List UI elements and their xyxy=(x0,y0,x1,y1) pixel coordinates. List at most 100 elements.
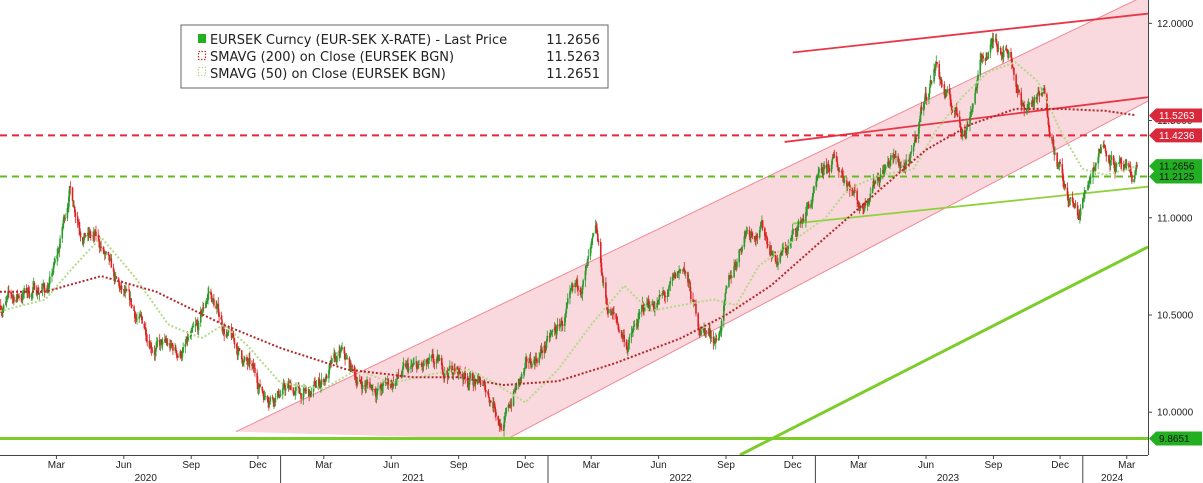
candle xyxy=(939,72,941,87)
candle xyxy=(1074,200,1077,209)
candle-body xyxy=(928,87,931,94)
candle-body xyxy=(969,112,972,117)
candle-body xyxy=(683,268,686,272)
candle xyxy=(1081,197,1084,210)
candle-body xyxy=(315,386,318,388)
candle-body xyxy=(556,324,559,329)
candle xyxy=(873,182,876,189)
candle xyxy=(1038,90,1041,103)
candle-body xyxy=(965,129,968,138)
candle-body xyxy=(97,235,99,237)
candle-body xyxy=(113,271,116,280)
candle-body xyxy=(237,350,239,356)
candle-body xyxy=(79,232,82,238)
candle-body xyxy=(1022,103,1025,105)
candle-body xyxy=(16,294,19,297)
candle-body xyxy=(503,416,506,423)
candle xyxy=(596,223,598,235)
candle-body xyxy=(659,294,661,296)
candle xyxy=(407,357,409,375)
candle xyxy=(589,246,592,261)
candle-body xyxy=(402,366,404,371)
candle xyxy=(156,337,159,348)
candle xyxy=(38,292,41,300)
candle-body xyxy=(200,310,203,314)
candle xyxy=(792,228,795,234)
candle-body xyxy=(717,337,720,340)
candle-body xyxy=(512,391,515,406)
candle-body xyxy=(211,299,214,303)
candle-body xyxy=(871,188,874,194)
candle xyxy=(1090,172,1092,185)
candle-body xyxy=(597,233,599,242)
candle-body xyxy=(154,351,157,355)
candle-body xyxy=(235,344,238,349)
candle-body xyxy=(709,328,711,334)
candle-body xyxy=(1057,166,1059,168)
candle-body xyxy=(325,375,327,382)
candle xyxy=(1020,87,1023,112)
candle-body xyxy=(853,190,856,194)
candle-body xyxy=(1069,197,1072,200)
candle-body xyxy=(561,320,563,325)
candle xyxy=(233,337,236,349)
candle-body xyxy=(355,376,357,383)
candle xyxy=(543,341,546,359)
candle-body xyxy=(141,316,143,324)
candle-body xyxy=(146,340,149,342)
candle-body xyxy=(1038,93,1041,96)
candle xyxy=(695,299,697,317)
candle-body xyxy=(879,174,882,180)
candle xyxy=(523,367,526,377)
candle xyxy=(1018,88,1020,96)
candle xyxy=(628,333,631,350)
candle-body xyxy=(63,216,66,220)
candle-body xyxy=(555,328,558,335)
candle xyxy=(710,330,713,342)
candle-body xyxy=(372,388,374,391)
candle-body xyxy=(550,331,553,334)
candle xyxy=(883,164,886,177)
candle-body xyxy=(1015,74,1017,87)
candle-body xyxy=(898,162,900,166)
candle-body xyxy=(407,368,410,370)
candle-body xyxy=(536,359,538,363)
candle-body xyxy=(246,357,248,361)
candle-body xyxy=(428,358,431,360)
candle xyxy=(658,289,661,305)
candle xyxy=(413,357,415,365)
candle-body xyxy=(772,251,774,257)
candle xyxy=(416,368,419,370)
candle-body xyxy=(1064,183,1067,188)
candle-body xyxy=(1018,90,1020,93)
candle xyxy=(823,161,825,176)
candle-body xyxy=(964,130,966,135)
candle-body xyxy=(1054,152,1056,155)
candle xyxy=(353,364,356,381)
candle-body xyxy=(487,393,490,398)
candle-body xyxy=(888,164,891,166)
candle-body xyxy=(600,262,603,273)
candle-body xyxy=(1130,171,1132,175)
candle-body xyxy=(61,227,64,239)
candle-body xyxy=(31,292,34,295)
candle xyxy=(678,265,680,280)
candle-body xyxy=(25,288,28,291)
candle-body xyxy=(68,196,70,208)
candle xyxy=(202,303,205,311)
candle-body xyxy=(1,312,3,314)
candle-body xyxy=(517,379,520,386)
candle-body xyxy=(792,228,795,231)
candle xyxy=(1092,161,1095,173)
candle-body xyxy=(779,254,782,263)
candle-body xyxy=(262,391,264,394)
candle-body xyxy=(917,127,920,139)
trend-channel xyxy=(235,0,1148,440)
candle xyxy=(249,351,251,371)
candle-body xyxy=(826,167,828,169)
candle xyxy=(846,177,848,193)
candle-body xyxy=(971,108,973,111)
candle-body xyxy=(513,390,516,392)
candle-body xyxy=(569,288,572,291)
candle xyxy=(177,353,179,359)
